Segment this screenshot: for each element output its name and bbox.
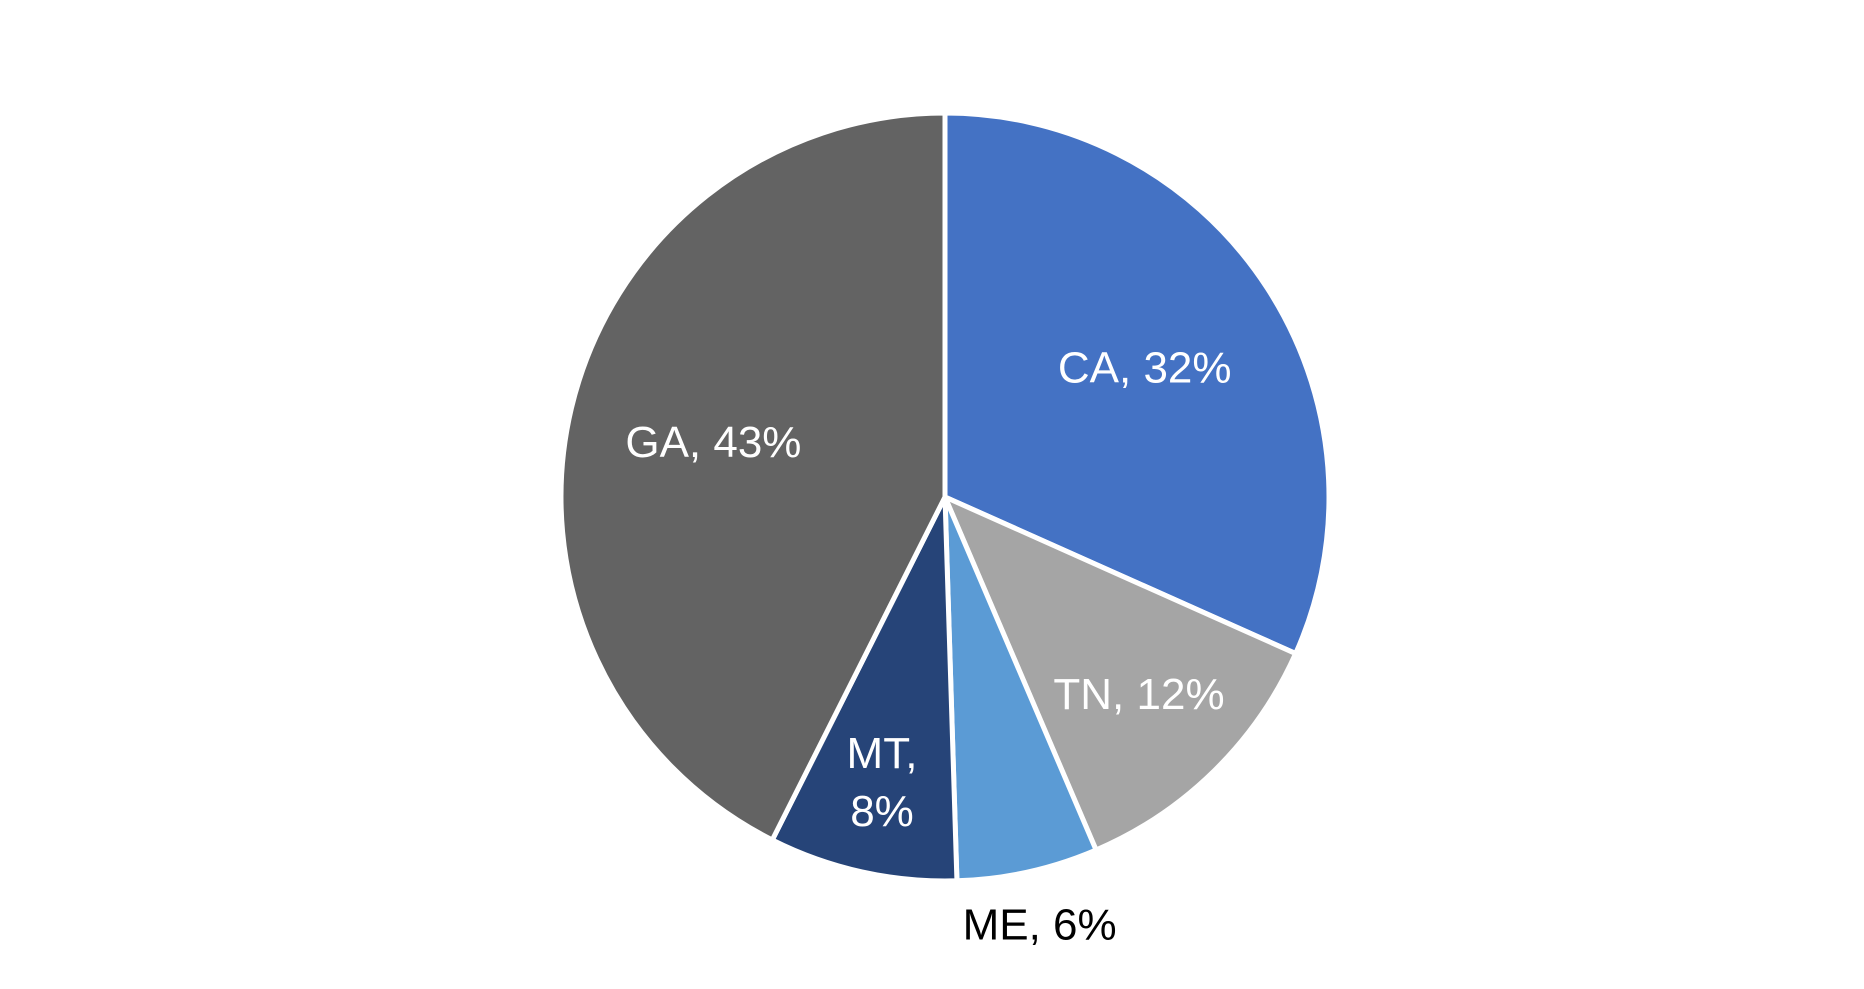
pie-slice-ca <box>942 110 1332 657</box>
pie-slice-mt <box>768 495 960 884</box>
pie-data-labels: CA, 32% TN, 12% ME, 6% MT, 8% GA, 43% <box>625 343 1231 949</box>
pie-slices <box>558 110 1332 884</box>
data-label-tn: TN, 12% <box>1053 670 1224 719</box>
pie-slice-me <box>942 496 1100 884</box>
pie-slice-tn <box>940 492 1299 854</box>
data-label-me: ME, 6% <box>963 900 1117 949</box>
pie-slice-ga <box>558 110 948 844</box>
data-label-ca: CA, 32% <box>1058 343 1232 392</box>
data-label-mt: MT, 8% <box>847 729 918 836</box>
data-label-ga: GA, 43% <box>625 418 801 467</box>
